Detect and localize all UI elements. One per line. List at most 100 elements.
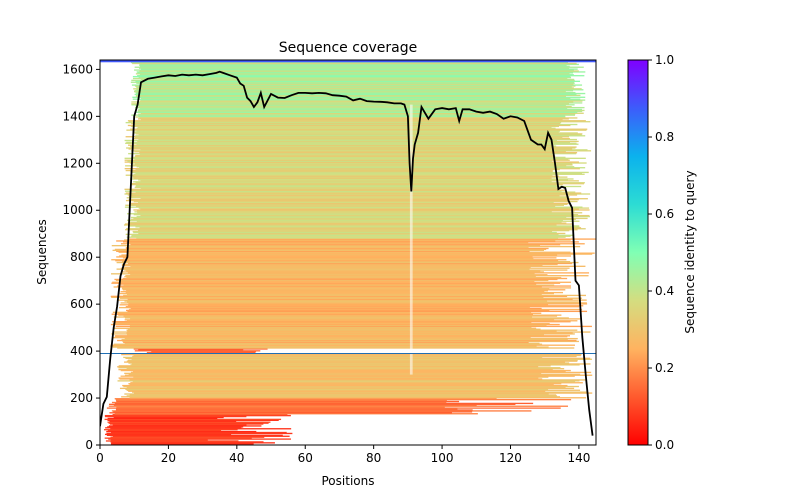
alignment-row [139,227,582,229]
alignment-row [138,113,576,115]
alignment-row [140,187,558,190]
alignment-row [130,371,592,374]
alignment-row [135,191,576,193]
alignment-row [119,292,554,295]
alignment-row [130,171,589,174]
x-tick-label: 0 [96,451,104,465]
alignment-row [130,128,588,130]
alignment-row [123,224,557,226]
alignment-row [106,432,293,435]
alignment-row [118,377,539,379]
alignment-row [126,147,576,149]
alignment-row [113,316,533,318]
alignment-row [121,243,585,245]
alignment-row [146,352,256,354]
alignment-row [137,212,583,214]
alignment-row [109,420,237,422]
alignment-row [125,192,582,194]
alignment-row [135,185,582,188]
alignment-row [125,142,577,144]
alignment-row [112,424,247,426]
alignment-row [133,348,268,350]
alignment-row [133,214,579,216]
colorbar-label: Sequence identity to query [683,170,697,333]
x-tick-label: 140 [567,451,590,465]
gap-column [409,104,413,375]
alignment-row [118,365,551,367]
alignment-row [136,82,575,84]
alignment-row [128,362,570,364]
alignment-row [111,333,575,335]
alignment-row [117,339,577,342]
alignment-row [125,165,567,167]
alignment-row [105,427,242,429]
alignment-row [135,105,566,107]
alignment-row [129,379,588,381]
alignment-row [115,409,473,411]
alignment-row [127,272,590,274]
alignment-row [106,430,257,433]
alignment-row [130,382,583,384]
alignment-row [138,349,244,351]
alignment-row [124,372,542,375]
alignment-row [111,442,275,444]
y-tick-label: 1600 [62,62,93,76]
x-tick-label: 100 [431,451,454,465]
alignment-row [105,440,239,442]
alignment-row [132,381,576,383]
alignment-row [114,278,558,281]
alignment-row [127,120,586,122]
alignment-row [122,384,568,387]
alignment-row [127,298,573,300]
alignment-row [125,204,564,206]
alignment-row [137,201,554,204]
alignment-row [135,135,586,137]
alignment-row [140,198,588,200]
alignment-row [124,374,593,376]
alignment-row [103,429,238,431]
alignment-row [134,85,576,87]
y-tick-label: 0 [85,438,93,452]
alignment-row [123,341,529,344]
alignment-row [119,378,543,380]
alignment-row [136,71,586,73]
alignment-row [131,183,563,186]
alignment-row [104,418,282,421]
alignment-row [115,325,592,328]
alignment-row [130,178,574,180]
alignment-row [114,398,497,400]
alignment-row [135,184,558,187]
x-axis-label: Positions [322,474,375,488]
alignment-row [107,426,244,428]
alignment-row [136,143,579,145]
alignment-row [123,356,543,359]
alignment-row [135,80,581,82]
colorbar [627,59,649,446]
alignment-row [122,287,572,289]
alignment-row [127,258,534,260]
alignment-row [121,260,571,263]
alignment-row [126,301,580,303]
alignment-row [124,342,540,344]
alignment-row [138,138,577,141]
alignment-row [116,256,533,258]
alignment-row [129,238,596,240]
alignment-row [129,162,587,164]
alignment-row [116,299,587,301]
alignment-row [127,160,552,162]
alignment-row [140,68,578,70]
alignment-row [132,176,568,178]
alignment-row [121,353,582,356]
alignment-row [110,436,265,438]
alignment-row [140,112,584,114]
alignment-row [118,314,562,316]
alignment-row [128,196,570,198]
alignment-row [124,139,557,142]
alignment-row [134,151,566,153]
alignment-row [111,282,561,284]
alignment-row [126,242,529,244]
alignment-row [104,415,247,418]
alignment-row [131,122,561,125]
alignment-row [126,320,578,322]
alignment-row [127,330,557,332]
